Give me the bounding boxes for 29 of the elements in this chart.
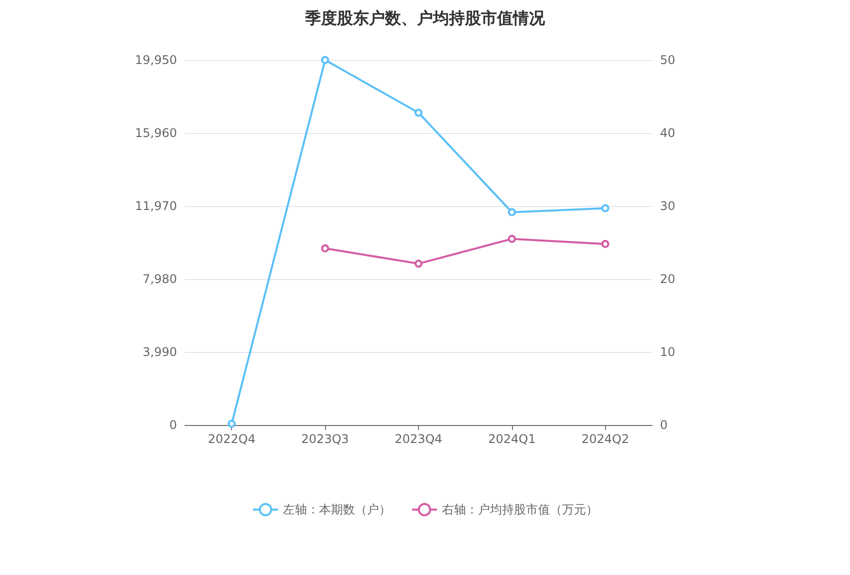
y-tick-label: 7,980 xyxy=(142,272,177,286)
point xyxy=(414,108,422,117)
x-tick-label: 2024Q1 xyxy=(488,432,536,446)
y-tick-label: 19,950 xyxy=(135,53,177,67)
x-tick-label: 2023Q4 xyxy=(394,432,442,446)
y-tick-label: 15,960 xyxy=(135,126,177,140)
legend-label: 右轴：户均持股市值（万元） xyxy=(442,502,598,517)
point xyxy=(508,208,516,216)
y2-tick-label: 20 xyxy=(660,272,676,286)
point xyxy=(321,56,330,64)
x-tick-label: 2022Q4 xyxy=(208,432,256,446)
chart-title: 季度股东户数、户均持股市值情况 xyxy=(304,8,546,28)
point xyxy=(228,420,236,428)
y2-tick-label: 50 xyxy=(660,53,676,67)
point xyxy=(601,204,610,212)
y2-tick-label: 0 xyxy=(660,418,668,432)
y2-tick-label: 40 xyxy=(660,126,676,140)
y-tick-label: 0 xyxy=(169,418,177,432)
x-tick-label: 2024Q2 xyxy=(581,432,630,446)
y-tick-label: 11,970 xyxy=(135,199,177,213)
y-tick-label: 3,990 xyxy=(142,345,177,359)
x-tick-label: 2023Q3 xyxy=(301,432,349,446)
y2-tick-label: 10 xyxy=(660,345,676,359)
point xyxy=(601,240,610,248)
point xyxy=(414,260,422,268)
point xyxy=(508,234,516,243)
legend-label: 左轴：本期数（户） xyxy=(283,502,391,517)
point xyxy=(321,244,330,252)
y2-tick-label: 30 xyxy=(660,199,676,213)
